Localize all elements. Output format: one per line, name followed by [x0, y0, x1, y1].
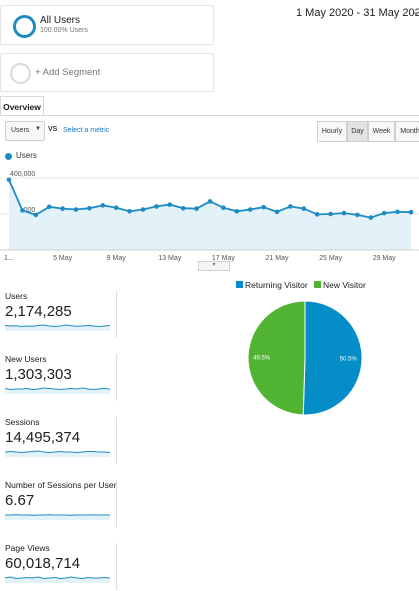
metric-value: 60,018,714 [5, 555, 80, 572]
users-data-point [7, 178, 12, 183]
users-data-point [74, 207, 79, 212]
visitor-type-pie-chart: 50.5% 49.5% [247, 300, 363, 416]
segment-ring-icon [13, 15, 36, 38]
x-tick-label: 13 May [158, 255, 181, 262]
pie-slice-label: 49.5% [253, 355, 271, 361]
metric-select[interactable]: Users ▼ [5, 121, 45, 141]
segment-subtitle: 100.00% Users [40, 27, 88, 34]
select-metric-link[interactable]: Select a metric [63, 127, 109, 134]
sparkline-fill [5, 515, 110, 520]
sparkline-line [5, 388, 110, 390]
users-data-point [409, 210, 414, 215]
users-data-point [342, 211, 347, 216]
users-data-point [395, 210, 400, 215]
x-tick-label: 1... [4, 255, 14, 262]
sparkline-line [5, 325, 110, 327]
metric-sparkline [5, 573, 110, 583]
tab-overview[interactable]: Overview [0, 96, 44, 116]
metric-divider [116, 291, 117, 338]
x-tick-label: 29 May [373, 255, 396, 262]
metric-divider [116, 543, 117, 590]
metric-value: 1,303,303 [5, 366, 72, 383]
segment-title: All Users [40, 15, 80, 26]
users-data-point [369, 215, 374, 220]
users-data-point [208, 199, 213, 204]
chart-legend-users: Users [16, 151, 37, 160]
users-data-point [101, 203, 106, 208]
x-tick-label: 21 May [266, 255, 289, 262]
metric-sparkline [5, 510, 110, 520]
chart-scroll-handle[interactable]: ▾ [198, 261, 230, 271]
chevron-down-icon: ▼ [35, 126, 41, 132]
x-tick-label: 5 May [53, 255, 73, 262]
users-data-point [328, 212, 333, 217]
metric-sessions[interactable]: Sessions 14,495,374 [0, 417, 118, 465]
tab-divider [0, 115, 419, 116]
users-data-point [355, 213, 360, 218]
users-data-point [47, 205, 52, 210]
users-data-point [248, 207, 253, 212]
users-data-point [34, 213, 39, 218]
granularity-month-button[interactable]: Month [395, 121, 419, 142]
chevron-down-icon[interactable]: ▾ [414, 10, 418, 18]
metric-value: 2,174,285 [5, 303, 72, 320]
users-data-point [221, 205, 226, 210]
metric-divider [116, 417, 117, 464]
users-data-point [302, 206, 307, 211]
metric-label: New Users [5, 354, 47, 364]
sparkline-line [5, 577, 110, 579]
metric-divider [116, 354, 117, 401]
users-data-point [114, 205, 119, 210]
legend-returning-visitor: Returning Visitor [245, 280, 308, 290]
metric-label: Users [5, 291, 27, 301]
users-data-point [315, 212, 320, 217]
add-segment-button[interactable]: + Add Segment [0, 53, 214, 92]
metric-sparkline [5, 447, 110, 457]
metric-label: Page Views [5, 543, 50, 553]
metric-new-users[interactable]: New Users 1,303,303 [0, 354, 118, 402]
users-data-point [60, 206, 65, 211]
metric-select-value: Users [11, 127, 29, 134]
legend-new-visitor: New Visitor [323, 280, 366, 290]
metric-label: Number of Sessions per User [5, 480, 117, 490]
vs-label: VS [48, 126, 57, 133]
users-data-point [127, 209, 132, 214]
x-tick-label: 25 May [319, 255, 342, 262]
metric-sparkline [5, 384, 110, 394]
granularity-hourly-button[interactable]: Hourly [317, 121, 347, 142]
granularity-week-button[interactable]: Week [368, 121, 395, 142]
users-data-point [20, 208, 25, 213]
metric-number-of-sessions-per-user[interactable]: Number of Sessions per User 6.67 [0, 480, 118, 528]
metric-value: 6.67 [5, 492, 34, 509]
date-range-picker[interactable]: 1 May 2020 - 31 May 2020 [296, 7, 419, 19]
users-data-point [261, 205, 266, 210]
users-data-point [275, 210, 280, 215]
users-data-point [288, 204, 293, 209]
granularity-day-button[interactable]: Day [347, 121, 368, 142]
new-visitor-legend-swatch [314, 281, 321, 288]
users-data-point [382, 211, 387, 216]
users-data-point [87, 206, 92, 211]
x-tick-label: 9 May [107, 255, 127, 262]
metric-value: 14,495,374 [5, 429, 80, 446]
users-data-point [154, 204, 159, 209]
users-data-point [194, 206, 199, 211]
empty-segment-circle-icon [10, 63, 31, 84]
metric-sparkline [5, 321, 110, 331]
users-data-point [235, 209, 240, 214]
metric-users[interactable]: Users 2,174,285 [0, 291, 118, 339]
add-segment-label: + Add Segment [35, 67, 100, 78]
users-legend-dot-icon [5, 153, 12, 160]
y-tick-label: 400,000 [10, 171, 35, 178]
metric-label: Sessions [5, 417, 40, 427]
segment-all-users[interactable]: All Users 100.00% Users [0, 5, 214, 45]
users-data-point [168, 202, 173, 207]
users-data-point [181, 206, 186, 211]
returning-visitor-legend-swatch [236, 281, 243, 288]
metric-divider [116, 480, 117, 527]
users-data-point [141, 207, 146, 212]
pie-slice-label: 50.5% [340, 357, 358, 363]
metric-page-views[interactable]: Page Views 60,018,714 [0, 543, 118, 591]
